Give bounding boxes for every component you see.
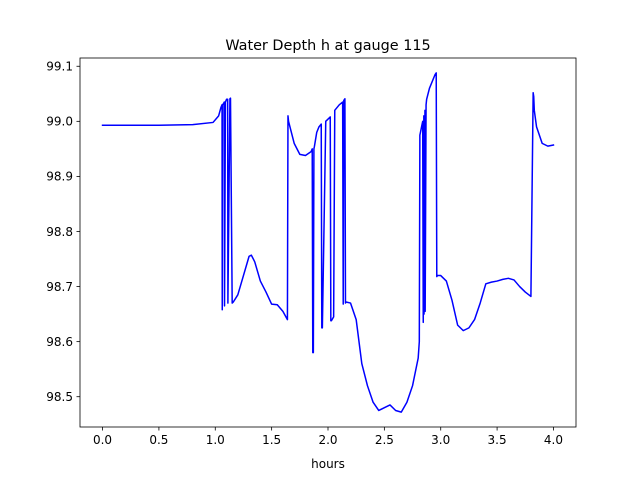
x-tick-label: 2.5 [375,433,394,447]
y-tick-label: 98.5 [46,390,73,404]
y-tick-label: 99.0 [46,115,73,129]
x-tick-label: 3.0 [431,433,450,447]
y-tick-label: 98.6 [46,335,73,349]
series-line-0 [101,72,555,413]
x-tick-label: 1.5 [262,433,281,447]
y-tick-label: 99.1 [46,60,73,74]
x-tick-label: 1.0 [206,433,225,447]
x-tick-label: 3.5 [488,433,507,447]
x-tick-label: 0.5 [149,433,168,447]
plot-area: 0.0 0.5 1.0 1.5 2.0 2.5 3.0 3.5 4.0 98.5 98.6 98.7 9… [46,57,577,447]
x-tick-label: 0.0 [93,433,112,447]
y-tick-label: 98.8 [46,225,73,239]
x-tick-label: 4.0 [544,433,563,447]
x-tick-label: 2.0 [318,433,337,447]
chart-title: Water Depth h at gauge 115 [225,38,430,54]
x-axis-title: hours [311,457,345,471]
y-tick-label: 98.7 [46,280,73,294]
y-tick-label: 98.9 [46,170,73,184]
